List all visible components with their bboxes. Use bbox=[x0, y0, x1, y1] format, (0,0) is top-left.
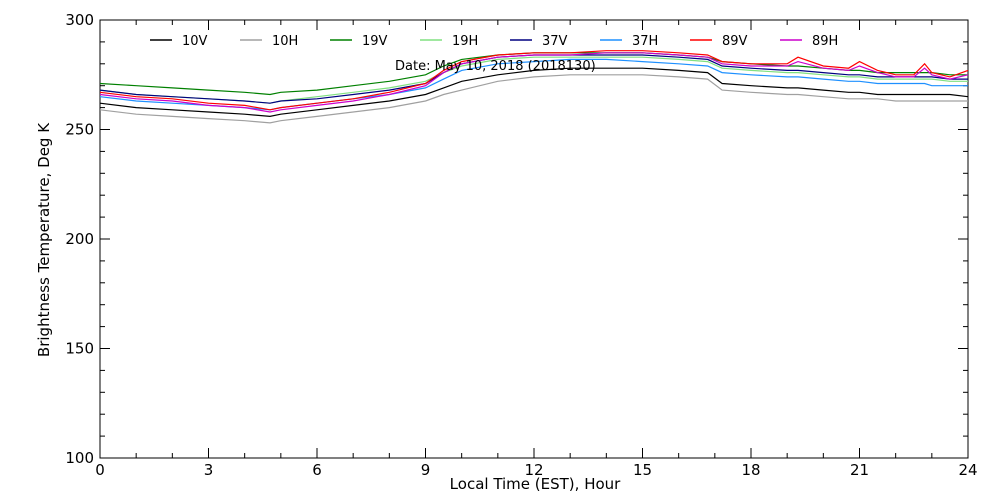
y-tick-label: 200 bbox=[65, 230, 94, 248]
y-tick-label: 150 bbox=[65, 340, 94, 358]
legend-label-10v: 10V bbox=[182, 34, 208, 49]
axes: 0 3 6 9 12 15 18 21 24 100 150 200 250 300 bbox=[65, 11, 977, 479]
series-line-37v bbox=[99, 54, 968, 104]
y-axis-title: Brightness Temperature, Deg K bbox=[35, 122, 53, 357]
legend-label-10h: 10H bbox=[272, 34, 298, 49]
series-line-89v bbox=[99, 50, 969, 111]
legend-label-89v: 89V bbox=[722, 34, 748, 49]
legend-label-37h: 37H bbox=[632, 34, 658, 49]
plot-frame bbox=[99, 19, 969, 459]
legend-label-19v: 19V bbox=[362, 34, 388, 49]
x-tick-label: 24 bbox=[958, 461, 977, 479]
x-tick-label: 9 bbox=[421, 461, 431, 479]
x-tick-label: 12 bbox=[524, 461, 543, 479]
series-line-10h bbox=[99, 74, 968, 124]
series-line-10v bbox=[99, 67, 969, 118]
series-layer bbox=[99, 50, 969, 124]
x-tick-label: 6 bbox=[312, 461, 322, 479]
legend-label-37v: 37V bbox=[542, 34, 568, 49]
legend-label-19h: 19H bbox=[452, 34, 478, 49]
x-tick-label: 18 bbox=[741, 461, 760, 479]
x-tick-label: 3 bbox=[204, 461, 214, 479]
x-tick-label: 15 bbox=[633, 461, 652, 479]
x-tick-label: 21 bbox=[850, 461, 869, 479]
x-axis-title: Local Time (EST), Hour bbox=[450, 475, 621, 493]
x-tick-label: 0 bbox=[95, 461, 105, 479]
legend-label-89h: 89H bbox=[812, 34, 838, 49]
y-tick-label: 300 bbox=[65, 11, 94, 29]
date-annotation: Date: May 10, 2018 (2018130) bbox=[395, 59, 596, 74]
legend: 10V 10H 19V 19H 37V 37H 89V 89H bbox=[150, 34, 838, 49]
y-tick-label: 250 bbox=[65, 121, 94, 139]
series-line-89h bbox=[99, 52, 969, 113]
y-tick-label: 100 bbox=[65, 449, 94, 467]
